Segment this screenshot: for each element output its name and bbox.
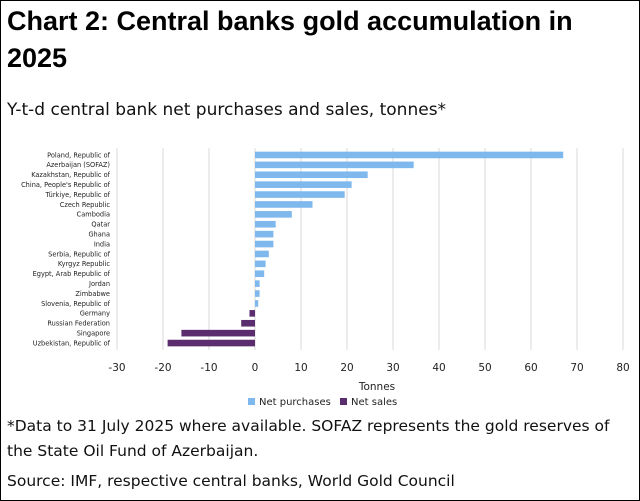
bar (255, 230, 274, 238)
x-tick-label: 70 (570, 362, 583, 374)
category-label: Russian Federation (47, 320, 110, 328)
bar (255, 270, 265, 278)
bar (255, 260, 266, 268)
x-tick-label: 80 (616, 362, 629, 374)
bar (241, 319, 255, 327)
category-label: Czech Republic (60, 201, 111, 209)
category-labels: Poland, Republic of Azerbaijan (SOFAZ) Kaz… (21, 151, 111, 347)
bar (255, 201, 313, 208)
category-label: Kyrgyz Republic (58, 260, 111, 268)
category-label: Ghana (88, 230, 110, 238)
bar (181, 329, 255, 337)
legend: Net purchases Net sales (248, 397, 397, 408)
chart-subtitle: Y-t-d central bank net purchases and sal… (7, 100, 447, 120)
category-label: Uzbekistan, Republic of (33, 339, 111, 347)
source-note: Source: IMF, respective central banks, W… (7, 472, 455, 490)
x-tick-label: 0 (252, 362, 259, 374)
legend-label-net-purchases: Net purchases (259, 397, 331, 408)
category-label: Türkiye, Republic of (45, 191, 111, 199)
category-label: Germany (80, 310, 110, 318)
bar (255, 211, 292, 218)
legend-label-net-sales: Net sales (351, 397, 397, 408)
category-label: Kazakhstan, Republic of (31, 171, 110, 179)
category-label: India (94, 240, 110, 248)
bar (255, 240, 274, 248)
bar (255, 250, 269, 258)
x-tick-label: -10 (200, 362, 217, 374)
x-axis-label: Tonnes (358, 381, 395, 393)
category-label: Egypt, Arab Republic of (33, 270, 111, 278)
category-label: Serbia, Republic of (48, 250, 111, 258)
x-tick-label: -20 (154, 362, 171, 374)
bar-chart: Poland, Republic of Azerbaijan (SOFAZ) Kaz… (21, 148, 630, 408)
x-tick-label: 40 (432, 362, 445, 374)
bar (255, 300, 259, 307)
category-label: Qatar (91, 221, 110, 229)
x-tick-labels: -30 -20 -10 0 10 20 30 40 50 60 70 80 (108, 362, 629, 374)
grid-lines (116, 148, 624, 350)
bar (255, 151, 564, 159)
category-label: Singapore (77, 329, 110, 337)
footnote: *Data to 31 July 2025 where available. S… (7, 417, 610, 460)
x-tick-label: -30 (108, 362, 125, 374)
category-label: Cambodia (77, 211, 110, 219)
category-label: Azerbaijan (SOFAZ) (46, 161, 110, 169)
x-tick-label: 10 (294, 362, 307, 374)
bar (167, 339, 255, 347)
bar (255, 290, 260, 297)
legend-swatch-net-purchases (248, 398, 255, 405)
x-tick-label: 50 (478, 362, 491, 374)
legend-swatch-net-sales (340, 398, 347, 405)
x-tick-label: 60 (524, 362, 537, 374)
chart-title: Chart 2: Central banks gold accumulation… (7, 6, 573, 73)
category-label: Zimbabwe (75, 290, 110, 298)
category-label: China, People's Republic of (21, 181, 111, 189)
bar (255, 280, 260, 287)
x-tick-label: 20 (340, 362, 353, 374)
bar (255, 181, 352, 188)
bar (255, 161, 414, 169)
bar (255, 171, 368, 179)
bar (255, 220, 276, 228)
category-label: Poland, Republic of (47, 151, 111, 159)
x-tick-label: 30 (386, 362, 399, 374)
category-label: Jordan (88, 280, 110, 288)
bar (255, 191, 345, 198)
bars (167, 151, 564, 347)
bar (249, 310, 255, 317)
category-label: Slovenia, Republic of (41, 300, 111, 308)
